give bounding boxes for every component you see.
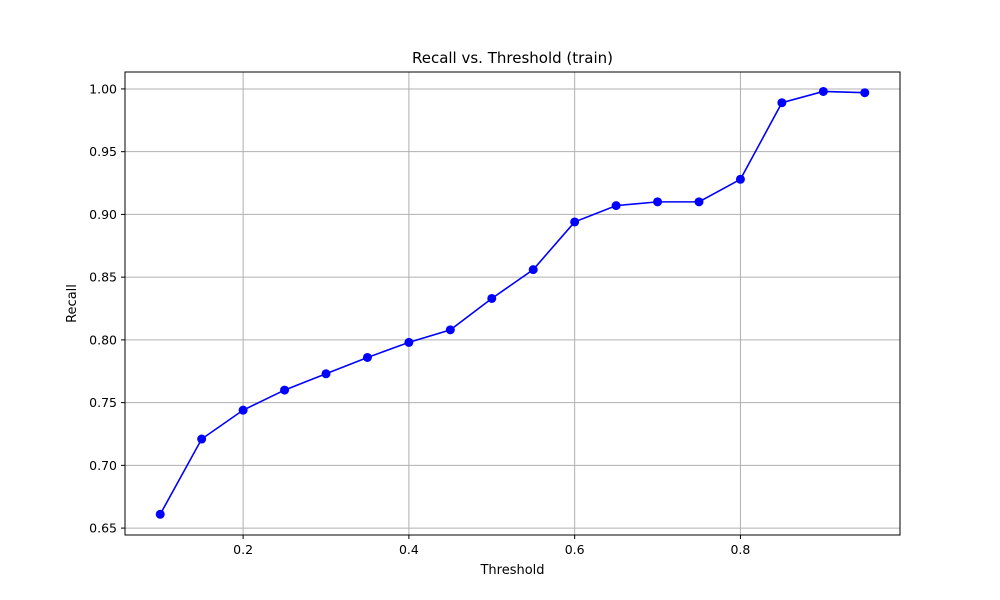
data-point <box>694 197 704 207</box>
x-tick-label: 0.2 <box>233 542 253 557</box>
data-point <box>570 217 580 227</box>
data-point <box>528 265 538 275</box>
data-point <box>155 509 165 519</box>
x-tick-label: 0.6 <box>565 542 585 557</box>
data-point <box>860 88 870 98</box>
chart-title: Recall vs. Threshold (train) <box>412 49 613 67</box>
data-point <box>404 337 414 347</box>
data-point <box>735 174 745 184</box>
data-point <box>653 197 663 207</box>
data-point <box>487 293 497 303</box>
series-line <box>159 90 865 515</box>
y-tick-label: 0.95 <box>89 144 117 159</box>
y-tick-label: 0.65 <box>89 521 117 536</box>
y-tick-label: 0.90 <box>89 207 117 222</box>
y-axis-label: Recall <box>65 284 80 323</box>
data-point <box>777 98 787 108</box>
data-point <box>238 405 248 415</box>
data-point <box>818 86 828 96</box>
data-point <box>280 385 290 395</box>
x-axis-label: Threshold <box>479 563 544 578</box>
y-tick-label: 0.70 <box>89 458 117 473</box>
y-tick-label: 1.00 <box>89 81 117 96</box>
data-point <box>197 434 207 444</box>
data-point <box>611 201 621 211</box>
x-tick-label: 0.4 <box>399 542 419 557</box>
x-tick-label: 0.8 <box>730 542 750 557</box>
series-layer <box>155 86 870 519</box>
y-tick-label: 0.85 <box>89 270 117 285</box>
y-tick-label: 0.75 <box>89 395 117 410</box>
axis-ticks: 0.2 0.4 0.6 0.8 0.65 0.70 0.75 0.80 0.85 0.90 0.95… <box>89 81 750 557</box>
plot-frame <box>124 71 901 536</box>
data-point <box>445 325 455 335</box>
grid-lines <box>125 72 900 535</box>
data-point <box>362 352 372 362</box>
data-point <box>321 369 331 379</box>
y-tick-label: 0.80 <box>89 332 117 347</box>
